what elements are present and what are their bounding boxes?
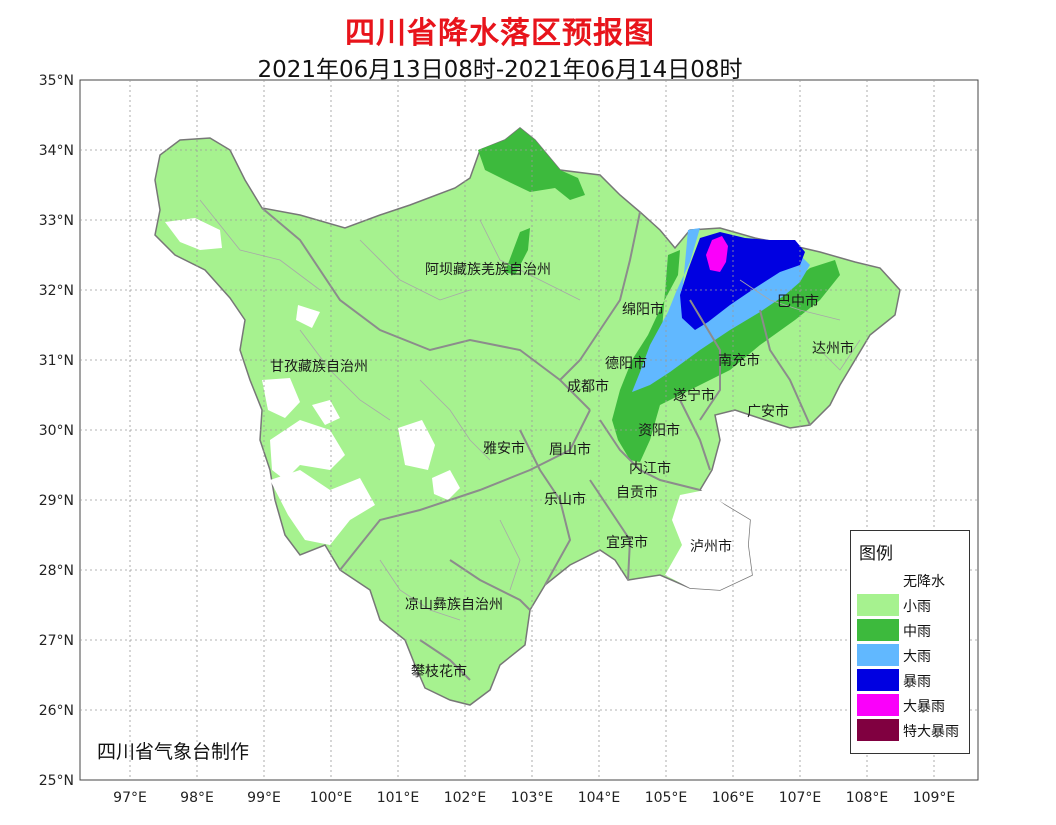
legend-item-extreme: 特大暴雨 xyxy=(857,719,967,741)
lon-label: 102°E xyxy=(444,790,487,806)
lat-label: 27°N xyxy=(39,633,74,649)
norain-patch-5 xyxy=(270,470,375,545)
norain-patch-3 xyxy=(262,378,300,418)
lat-label: 26°N xyxy=(39,703,74,719)
label-dazhou: 达州市 xyxy=(812,340,854,357)
legend-swatch xyxy=(857,594,899,616)
norain-patch-1 xyxy=(165,218,222,250)
legend-item-light: 小雨 xyxy=(857,594,967,616)
legend-item-none: 无降水 xyxy=(857,569,967,591)
legend-label: 无降水 xyxy=(903,574,945,590)
lat-label: 33°N xyxy=(39,213,74,229)
lon-label: 104°E xyxy=(578,790,621,806)
legend-swatch xyxy=(857,619,899,641)
severe-rainstorm-area xyxy=(706,236,728,272)
lat-label: 31°N xyxy=(39,353,74,369)
legend-item-moderate: 中雨 xyxy=(857,619,967,641)
label-luzhou: 泸州市 xyxy=(690,538,732,555)
lon-label: 108°E xyxy=(846,790,889,806)
legend-label: 特大暴雨 xyxy=(903,724,959,740)
lon-label: 103°E xyxy=(511,790,554,806)
legend: 图例 无降水 小雨 中雨 大雨 暴雨 大暴雨 特大暴雨 xyxy=(850,530,970,754)
lon-label: 99°E xyxy=(247,790,281,806)
lat-label: 32°N xyxy=(39,283,74,299)
map-title: 四川省降水落区预报图 xyxy=(345,16,655,51)
moderate-rain-band xyxy=(612,250,840,462)
legend-swatch xyxy=(857,569,899,591)
moderate-rain-north xyxy=(478,128,585,200)
legend-item-heavy-rainstorm: 大暴雨 xyxy=(857,694,967,716)
lon-label: 106°E xyxy=(712,790,755,806)
label-ganzi: 甘孜藏族自治州 xyxy=(270,359,368,375)
lon-label: 101°E xyxy=(377,790,420,806)
lat-label: 25°N xyxy=(39,773,74,789)
lon-label: 98°E xyxy=(180,790,214,806)
label-ziyang: 资阳市 xyxy=(638,422,680,439)
norain-patch-4 xyxy=(270,420,345,480)
legend-label: 小雨 xyxy=(903,599,931,615)
lon-label: 105°E xyxy=(645,790,688,806)
lon-label: 107°E xyxy=(779,790,822,806)
lat-label: 35°N xyxy=(39,73,74,89)
legend-swatch xyxy=(857,669,899,691)
label-liangshan: 凉山彝族自治州 xyxy=(405,597,503,613)
norain-patch-2 xyxy=(296,305,320,328)
producer-credit: 四川省气象台制作 xyxy=(97,741,250,763)
norain-patch-7 xyxy=(432,470,460,500)
heavy-rain-band xyxy=(632,228,810,392)
lat-label: 34°N xyxy=(39,143,74,159)
label-bazhong: 巴中市 xyxy=(777,293,819,310)
moderate-rain-streak xyxy=(505,228,530,275)
legend-swatch xyxy=(857,694,899,716)
lon-label: 97°E xyxy=(113,790,147,806)
legend-item-rainstorm: 暴雨 xyxy=(857,669,967,691)
label-leshan: 乐山市 xyxy=(544,491,586,508)
region-labels: 阿坝藏族羌族自治州 甘孜藏族自治州 绵阳市 巴中市 达州市 德阳市 南充市 成都… xyxy=(270,262,854,680)
label-yibin: 宜宾市 xyxy=(606,534,648,551)
legend-label: 中雨 xyxy=(903,624,931,640)
legend-swatch xyxy=(857,719,899,741)
norain-patch-8 xyxy=(312,400,340,425)
legend-label: 大暴雨 xyxy=(903,699,945,715)
lat-label: 28°N xyxy=(39,563,74,579)
label-neijiang: 内江市 xyxy=(629,460,671,477)
label-deyang: 德阳市 xyxy=(605,355,647,372)
latitude-labels: 35°N 34°N 33°N 32°N 31°N 30°N 29°N 28°N … xyxy=(39,73,74,789)
graticule xyxy=(80,80,978,780)
lon-label: 109°E xyxy=(913,790,956,806)
forecast-period: 2021年06月13日08时-2021年06月14日08时 xyxy=(257,57,743,83)
label-mianyang: 绵阳市 xyxy=(622,301,664,318)
label-guangan: 广安市 xyxy=(747,403,789,420)
label-panzhihua: 攀枝花市 xyxy=(411,663,467,680)
legend-swatch xyxy=(857,644,899,666)
label-yaan: 雅安市 xyxy=(483,440,525,457)
label-aba: 阿坝藏族羌族自治州 xyxy=(425,262,551,278)
label-zigong: 自贡市 xyxy=(616,484,658,501)
norain-patch-6 xyxy=(398,420,435,470)
longitude-labels: 97°E 98°E 99°E 100°E 101°E 102°E 103°E 1… xyxy=(113,790,955,806)
label-chengdu: 成都市 xyxy=(567,378,609,395)
legend-label: 暴雨 xyxy=(903,674,931,690)
label-nanchong: 南充市 xyxy=(718,352,760,369)
label-suining: 遂宁市 xyxy=(673,387,715,404)
legend-label: 大雨 xyxy=(903,649,931,665)
lat-label: 29°N xyxy=(39,493,74,509)
lon-label: 100°E xyxy=(310,790,353,806)
lat-label: 30°N xyxy=(39,423,74,439)
norain-luzhou xyxy=(665,490,752,590)
legend-item-heavy: 大雨 xyxy=(857,644,967,666)
legend-title: 图例 xyxy=(859,544,893,564)
label-meishan: 眉山市 xyxy=(549,441,591,458)
